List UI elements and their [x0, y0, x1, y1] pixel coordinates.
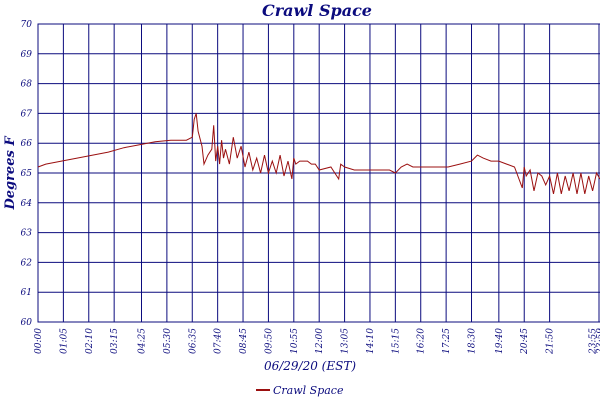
legend: Crawl Space [256, 384, 344, 397]
y-tick-label: 69 [21, 50, 33, 60]
x-tick-label: 01:05 [59, 328, 69, 354]
y-tick-label: 62 [21, 258, 33, 268]
x-tick-label: 05:30 [163, 328, 173, 354]
x-tick-label: 08:45 [239, 328, 249, 354]
x-tick-label: 20:45 [520, 328, 530, 355]
y-tick-label: 65 [21, 169, 33, 179]
y-axis: 60 61 62 63 64 65 66 67 68 69 70 [21, 20, 33, 328]
x-tick-label: 16:20 [417, 328, 427, 354]
x-tick-label: 09:50 [264, 328, 274, 354]
x-tick-label: 04:25 [137, 328, 147, 354]
x-axis-label: 06/29/20 (EST) [264, 359, 356, 373]
x-tick-label: 12:00 [315, 328, 325, 354]
y-tick-label: 68 [21, 80, 33, 90]
y-axis-label: Degrees F [3, 136, 18, 211]
y-tick-label: 66 [21, 139, 33, 149]
y-tick-label: 61 [21, 288, 32, 298]
x-tick-label: 07:40 [214, 328, 224, 354]
chart-title: Crawl Space [262, 1, 372, 20]
y-tick-label: 63 [21, 229, 33, 239]
y-tick-label: 67 [21, 109, 33, 119]
x-tick-label: 21:50 [546, 328, 556, 355]
x-tick-label: 15:15 [391, 328, 401, 354]
x-tick-label: 06:35 [188, 328, 198, 354]
legend-label: Crawl Space [273, 384, 344, 397]
x-tick-label: 19:40 [495, 328, 505, 354]
y-tick-label: 60 [21, 318, 33, 328]
x-axis: 00:00 01:05 02:10 03:15 04:25 05:30 06:35 07:40… [34, 328, 600, 355]
x-tick-label: 02:10 [85, 328, 95, 354]
x-tick-label: 10:55 [290, 328, 300, 354]
x-tick-label: 23:59 [596, 328, 600, 355]
x-tick-label: 17:25 [442, 328, 452, 354]
x-tick-label: 00:00 [34, 328, 44, 354]
series-line [37, 113, 600, 195]
plot-frame [37, 23, 600, 323]
y-tick-label: 64 [21, 199, 33, 209]
y-tick-label: 70 [21, 20, 33, 30]
x-tick-label: 14:10 [366, 328, 376, 354]
x-tick-label: 03:15 [110, 328, 120, 354]
x-tick-label: 18:30 [468, 328, 478, 354]
grid [37, 23, 600, 323]
x-tick-label: 23:55 [588, 328, 598, 355]
x-tick-label: 13:05 [341, 328, 351, 354]
series-group [37, 113, 600, 195]
